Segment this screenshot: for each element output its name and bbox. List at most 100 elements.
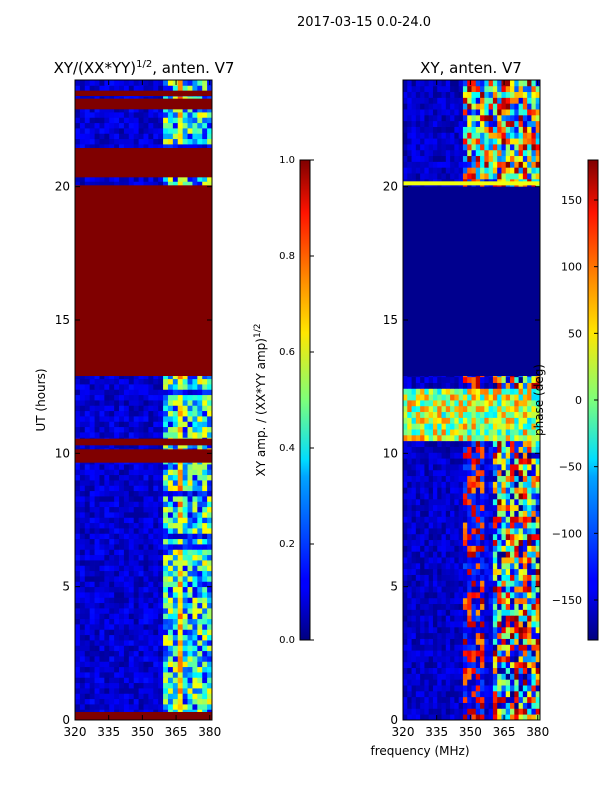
heatmap-cell [437,493,442,500]
heatmap-cell [187,554,193,561]
heatmap-cell [138,613,144,620]
heatmap-cell [99,693,105,700]
heatmap-cell [428,656,434,663]
heatmap-cell [480,452,485,459]
heatmap-cell [79,538,86,545]
heatmap-cell [471,714,477,720]
heatmap-cell [143,480,149,486]
heatmap-cell [510,539,515,546]
heatmap-cell [514,708,519,715]
heatmap-cell [75,469,81,476]
heatmap-cell [192,464,198,470]
heatmap-cell [437,714,442,720]
heatmap-cell [114,469,120,476]
heatmap-cell [128,501,135,508]
heatmap-cell [428,609,434,616]
heatmap-cell [441,551,447,558]
heatmap-cell [488,609,494,616]
heatmap-cell [497,661,502,669]
heatmap-cell [89,533,95,540]
heatmap-cell [123,442,130,449]
heatmap-cell [187,688,193,694]
heatmap-cell [492,644,498,651]
heatmap-cell [505,557,511,564]
heatmap-cell [79,682,86,689]
heatmap-cell [454,586,460,593]
heatmap-cell [158,698,164,705]
heatmap-cell [480,638,485,645]
heatmap-cell [75,698,81,705]
heatmap-cell [192,650,198,657]
heatmap-cell [75,512,81,518]
heatmap-cell [432,568,438,575]
heatmap-cell [462,667,468,674]
heatmap-cell [172,656,179,662]
heatmap-cell [202,474,208,481]
heatmap-cell [488,638,494,645]
heatmap-cell [450,551,455,558]
heatmap-cell [531,609,537,616]
heatmap-cell [119,693,125,700]
heatmap-cell [484,516,490,523]
heatmap-cell [75,496,81,502]
heatmap-cell [428,621,434,628]
heatmap-cell [450,464,455,471]
heatmap-cell [527,574,532,581]
heatmap-cell [462,533,468,541]
heatmap-cell [163,570,169,577]
heatmap-cell [527,551,532,558]
heatmap-cell [128,592,135,598]
heatmap-cell [123,106,130,113]
heatmap-cell [148,602,154,609]
heatmap-cell [471,708,477,715]
heatmap-cell [89,389,95,396]
heatmap-cell [153,554,159,561]
heatmap-cell [79,544,86,550]
heatmap-cell [501,516,507,523]
heatmap-cell [454,702,460,709]
heatmap-cell [497,516,502,523]
heatmap-cell [531,644,537,651]
heatmap-cell [84,485,91,492]
heatmap-cell [492,586,498,593]
heatmap-cell [89,410,95,417]
heatmap-cell [167,432,174,438]
heatmap-cell [471,557,477,564]
heatmap-cell [94,544,100,550]
heatmap-cell [531,597,537,605]
heatmap-cell [84,549,91,556]
heatmap-cell [89,688,95,694]
heatmap-cell [531,545,537,552]
heatmap-cell [94,586,100,593]
heatmap-cell [467,568,472,575]
heatmap-cell [187,416,193,422]
heatmap-cell [497,446,502,453]
heatmap-cell [207,565,212,572]
heatmap-cell [197,112,203,118]
heatmap-cell [420,679,425,686]
heatmap-cell [411,528,417,535]
heatmap-cell [187,506,193,513]
heatmap-cell [522,458,528,465]
heatmap-cell [104,144,110,150]
heatmap-cell [527,562,532,570]
heatmap-cell [79,586,86,593]
heatmap-cell [75,624,81,630]
heatmap-cell [518,452,524,459]
heatmap-cell [437,690,442,698]
heatmap-cell [454,679,460,686]
heatmap-cell [492,661,498,669]
heatmap-cell [420,603,425,610]
heatmap-cell [109,512,115,518]
heatmap-cell [488,708,494,715]
heatmap-cell [202,384,208,390]
heatmap-cell [510,667,515,674]
heatmap-cell [75,597,81,604]
heatmap-cell [182,704,188,710]
heatmap-cell [148,554,154,561]
heatmap-cell [403,621,408,628]
heatmap-cell [505,592,511,599]
heatmap-cell [454,650,460,657]
heatmap-cell [89,581,95,588]
heatmap-cell [501,603,507,610]
